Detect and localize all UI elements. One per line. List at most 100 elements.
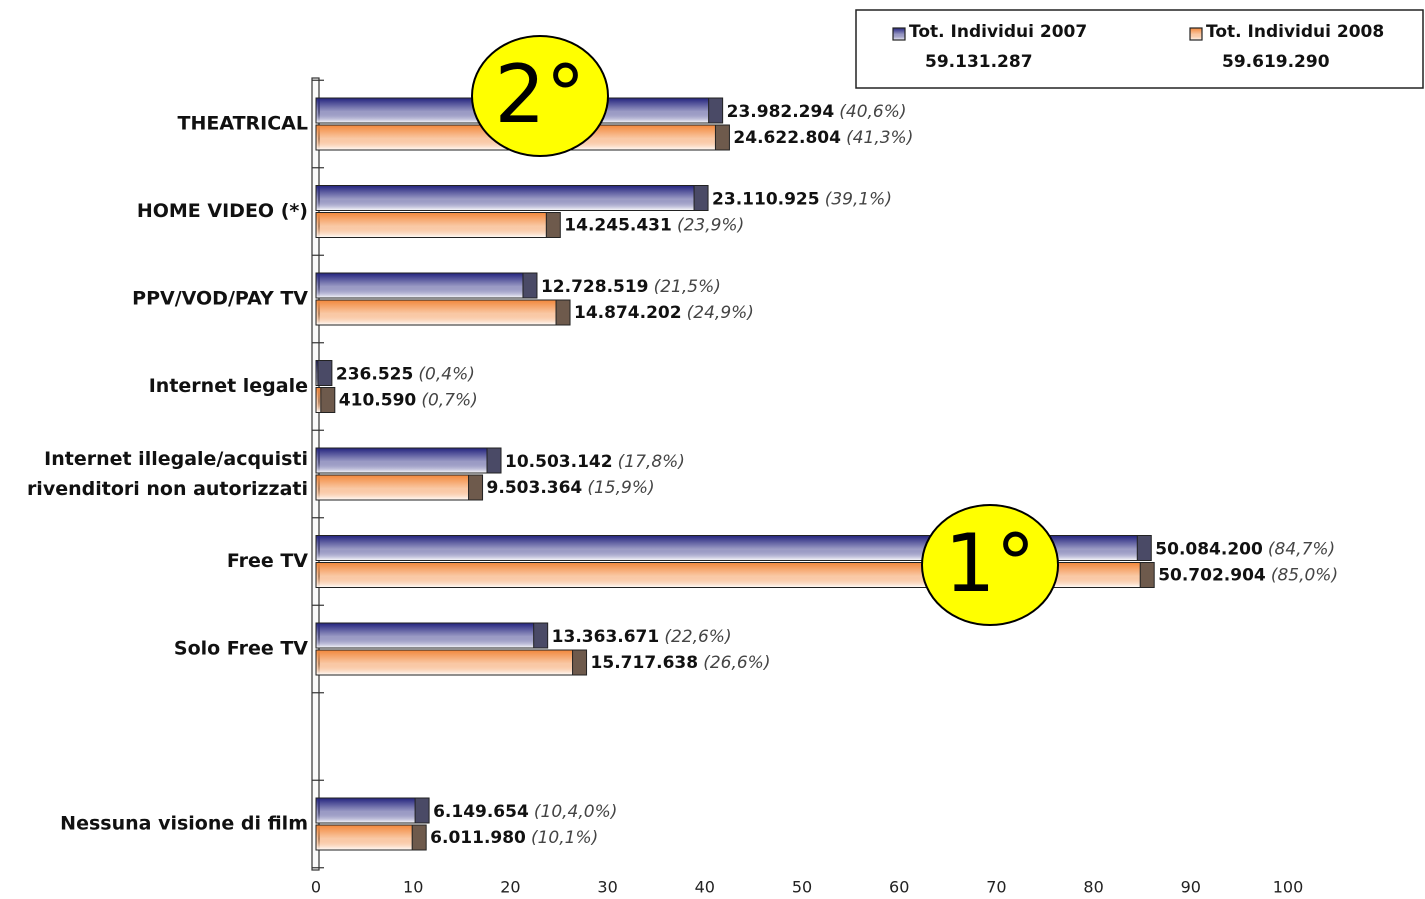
bar-cap [522, 272, 538, 299]
data-label-count: 10.503.142 [505, 452, 613, 472]
category-label: Internet legale [149, 375, 308, 397]
y-axis-wall [311, 77, 320, 871]
data-label-count: 24.622.804 [733, 128, 841, 148]
x-tick-label: 60 [889, 878, 909, 897]
data-label: 24.622.804 (41,3%) [733, 128, 913, 149]
legend-swatch [892, 27, 906, 41]
data-label: 13.363.671 (22,6%) [552, 627, 732, 648]
category-label: Internet illegale/acquisti rivenditori no… [27, 448, 308, 500]
data-label-count: 14.245.431 [564, 216, 672, 236]
data-label: 14.245.431 (23,9%) [564, 215, 744, 236]
legend-total: 59.619.290 [1222, 52, 1330, 72]
data-label-value: (21,5%) [654, 277, 721, 297]
x-tick-label: 10 [403, 878, 423, 897]
data-label-count: 50.702.904 [1158, 566, 1266, 586]
data-label-value: (22,6%) [664, 627, 731, 647]
bar-cap [572, 649, 588, 676]
data-label-count: 12.728.519 [541, 277, 649, 297]
bar [315, 797, 418, 824]
bar-cap [486, 447, 502, 474]
data-label-count: 9.503.364 [487, 478, 583, 498]
x-tick-label: 50 [792, 878, 812, 897]
data-label-count: 6.011.980 [430, 828, 526, 848]
data-label-value: (23,9%) [677, 216, 744, 236]
data-label-count: 50.084.200 [1155, 540, 1263, 560]
x-tick-label: 40 [695, 878, 715, 897]
bar [315, 299, 559, 326]
data-label-count: 6.149.654 [433, 802, 529, 822]
data-label: 6.011.980 (10,1%) [430, 828, 598, 849]
bar-cap [714, 124, 730, 151]
bar-cap [693, 185, 709, 211]
data-label: 236.525 (0,4%) [336, 364, 475, 385]
x-tick-label: 30 [597, 878, 617, 897]
bar [315, 185, 697, 211]
bar [315, 649, 576, 676]
data-label-value: (39,1%) [825, 190, 892, 210]
data-label: 12.728.519 (21,5%) [541, 277, 721, 298]
x-tick-label: 100 [1273, 878, 1304, 897]
legend-box [855, 9, 1424, 89]
data-label-value: (0,7%) [421, 391, 477, 411]
data-label-count: 410.590 [339, 391, 417, 411]
bar-cap [545, 212, 561, 238]
data-label-count: 15.717.638 [591, 653, 699, 673]
bar-cap [1136, 535, 1152, 561]
data-label: 410.590 (0,7%) [339, 390, 478, 411]
legend-total: 59.131.287 [925, 52, 1033, 72]
data-label: 6.149.654 (10,4,0%) [433, 802, 617, 823]
bar-cap [411, 824, 427, 851]
annotation-badge [471, 35, 609, 157]
category-label: THEATRICAL [178, 113, 309, 135]
category-label: Solo Free TV [174, 638, 308, 660]
legend-label: Tot. Individui 2007 [909, 22, 1087, 42]
data-label-value: (15,9%) [587, 478, 654, 498]
data-label-count: 13.363.671 [552, 627, 660, 647]
bar-cap [468, 474, 484, 501]
bar [315, 447, 490, 474]
bar-cap [320, 387, 336, 413]
bar-cap [533, 622, 549, 649]
data-label-value: (17,8%) [618, 452, 685, 472]
bar [315, 212, 549, 238]
data-label: 14.874.202 (24,9%) [574, 303, 754, 324]
data-label-value: (85,0%) [1271, 566, 1338, 586]
data-label-value: (40,6%) [839, 102, 906, 122]
bar [315, 474, 472, 501]
data-label-value: (84,7%) [1268, 540, 1335, 560]
x-tick-label: 20 [500, 878, 520, 897]
data-label-count: 236.525 [336, 365, 413, 385]
data-label: 15.717.638 (26,6%) [591, 653, 771, 674]
data-label: 10.503.142 (17,8%) [505, 452, 685, 473]
bar-cap [555, 299, 571, 326]
data-label: 9.503.364 (15,9%) [487, 478, 655, 499]
annotation-badge [921, 504, 1059, 626]
legend-swatch [1189, 27, 1203, 41]
data-label-value: (0,4%) [418, 365, 474, 385]
category-label: PPV/VOD/PAY TV [132, 288, 308, 310]
data-label-value: (24,9%) [687, 303, 754, 323]
bar-cap [414, 797, 430, 824]
x-tick-label: 0 [311, 878, 321, 897]
data-label-count: 14.874.202 [574, 303, 682, 323]
data-label: 23.982.294 (40,6%) [727, 102, 907, 123]
bar [315, 272, 526, 299]
bar-cap [1139, 562, 1155, 588]
data-label-count: 23.110.925 [712, 190, 820, 210]
bar [315, 622, 537, 649]
annotation-text: 2° [495, 48, 586, 141]
bar [315, 824, 415, 851]
data-label-value: (41,3%) [846, 128, 913, 148]
x-tick-label: 90 [1181, 878, 1201, 897]
bar-cap [708, 97, 724, 124]
category-label: Nessuna visione di film [60, 813, 308, 835]
data-label-value: (26,6%) [703, 653, 770, 673]
data-label: 50.702.904 (85,0%) [1158, 565, 1338, 586]
bar-cap [317, 360, 333, 386]
data-label: 50.084.200 (84,7%) [1155, 539, 1335, 560]
annotation-text: 1° [945, 517, 1036, 610]
x-tick-label: 80 [1083, 878, 1103, 897]
category-label: Free TV [227, 550, 308, 572]
